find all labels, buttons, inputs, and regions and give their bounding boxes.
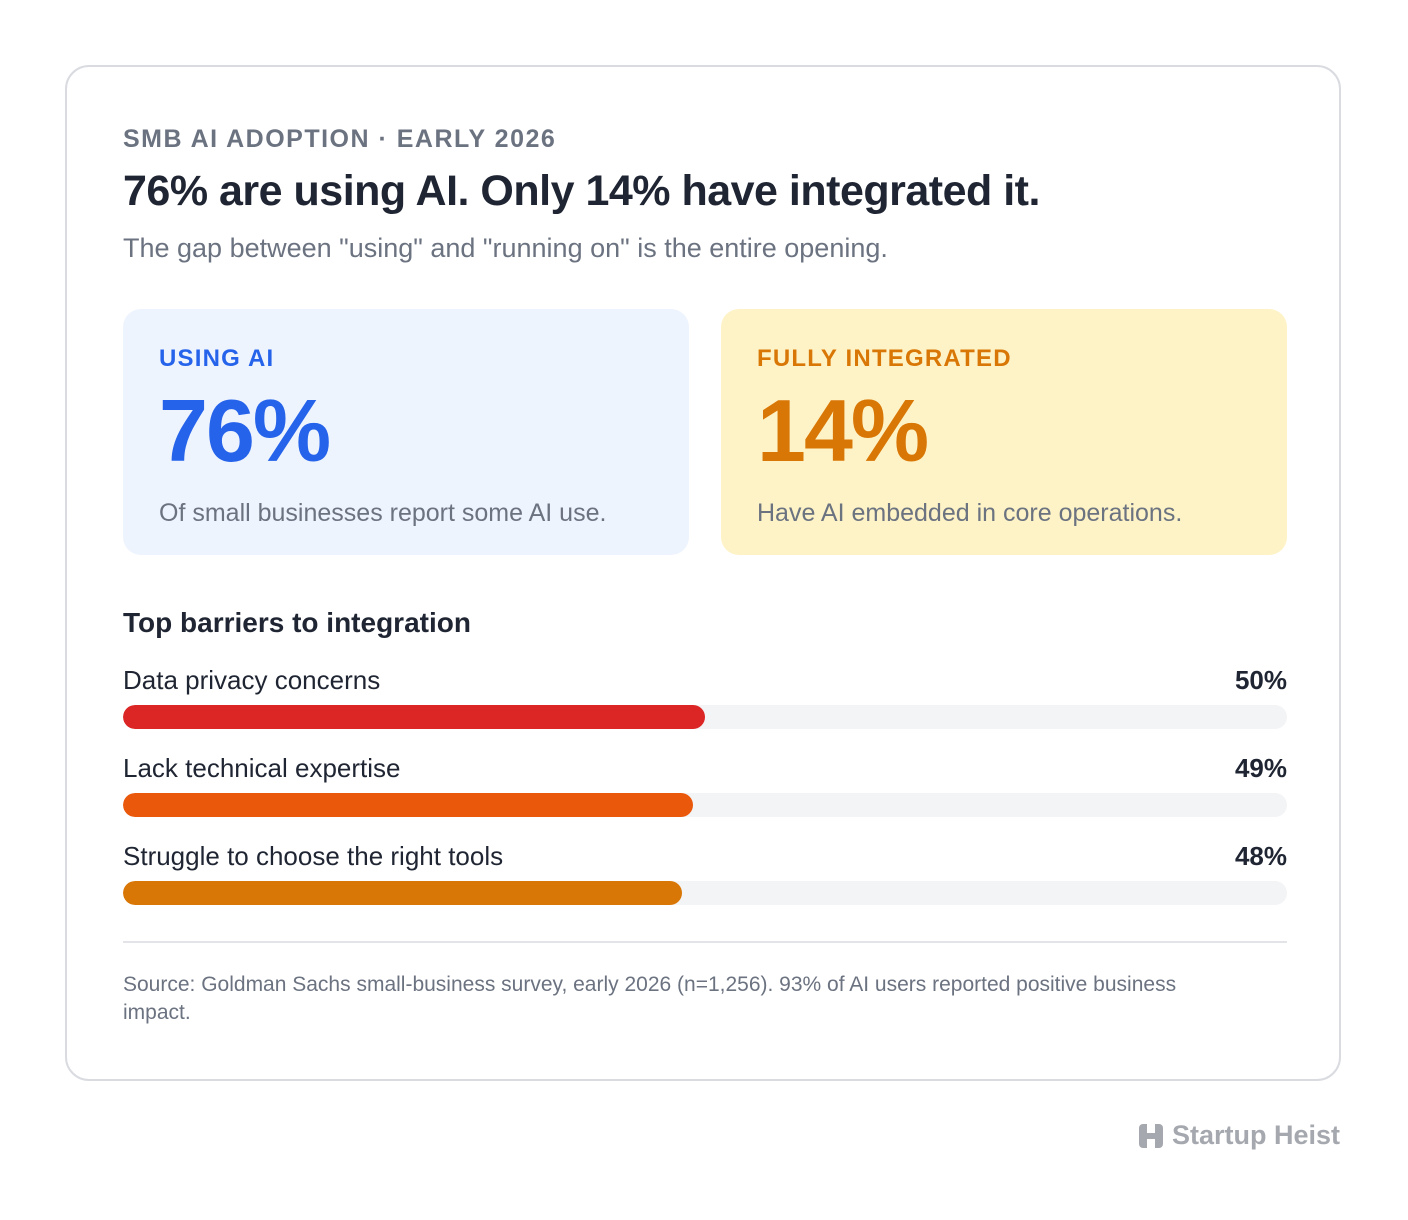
barrier-bar — [123, 881, 682, 905]
stat-description: Have AI embedded in core operations. — [757, 499, 1183, 527]
barrier-bar — [123, 793, 693, 817]
barrier-row: Data privacy concerns 50% — [123, 665, 1287, 753]
building-logo-icon — [1138, 1123, 1163, 1148]
barrier-track — [123, 881, 1287, 905]
barrier-track — [123, 793, 1287, 817]
stat-card-fully-integrated: FULLY INTEGRATED 14% Have AI embedded in… — [721, 309, 1287, 555]
stat-label: USING AI — [159, 345, 275, 372]
page-title: 76% are using AI. Only 14% have integrat… — [123, 167, 1040, 215]
page-subtitle: The gap between "using" and "running on"… — [123, 233, 888, 263]
chart-title: Top barriers to integration — [123, 607, 471, 638]
barrier-row: Lack technical expertise 49% — [123, 753, 1287, 841]
stat-card-using-ai: USING AI 76% Of small businesses report … — [123, 309, 689, 555]
stat-value: 14% — [757, 381, 929, 480]
brand-name: Startup Heist — [1171, 1120, 1340, 1150]
barrier-bar-chart: Data privacy concerns 50% Lack technical e… — [123, 665, 1287, 929]
eyebrow-label: SMB AI ADOPTION · EARLY 2026 — [123, 125, 557, 153]
barrier-value-label: 48% — [1234, 841, 1287, 871]
infographic-card: SMB AI ADOPTION · EARLY 2026 76% are usi… — [65, 65, 1341, 1081]
barrier-label: Struggle to choose the right tools — [123, 841, 504, 871]
barrier-value-label: 50% — [1234, 665, 1287, 695]
divider — [123, 941, 1287, 943]
barrier-row: Struggle to choose the right tools 48% — [123, 841, 1287, 929]
barrier-value-label: 49% — [1234, 753, 1287, 783]
brand-logo: Startup Heist — [1138, 1120, 1340, 1151]
stat-label: FULLY INTEGRATED — [757, 345, 1012, 372]
barrier-label: Data privacy concerns — [123, 665, 381, 695]
barrier-label: Lack technical expertise — [123, 753, 401, 783]
source-note: Source: Goldman Sachs small-business sur… — [123, 973, 1177, 1024]
stat-value: 76% — [159, 381, 331, 480]
barrier-track — [123, 705, 1287, 729]
barrier-bar — [123, 705, 705, 729]
stat-description: Of small businesses report some AI use. — [159, 499, 607, 527]
